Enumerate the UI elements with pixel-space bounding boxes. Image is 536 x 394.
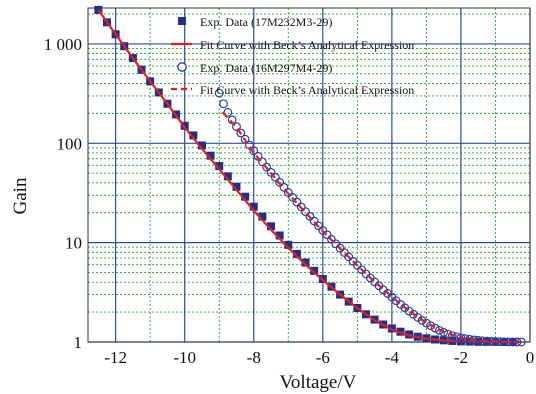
data-point-circle [219,99,228,109]
data-point-square [301,258,310,267]
data-point-circle [422,318,431,328]
data-point-circle [447,331,457,340]
fit-curve-dashed [221,111,522,344]
x-tick-label: -10 [173,348,196,367]
data-point-square [206,151,215,160]
data-point-square [275,231,284,240]
data-point-circle [240,134,250,144]
y-tick-label: 1 000 [44,35,82,54]
data-point-circle [439,327,449,337]
data-point-circle [232,122,241,132]
x-tick-label: -12 [104,348,127,367]
series-4 [221,111,522,344]
tick-labels: -12 -10 -8 -6 -4 -2 0 1 10 100 1 000 [44,35,535,367]
data-point-square [223,172,232,181]
data-point-square [267,222,276,231]
x-tick-label: -4 [385,348,400,367]
legend-label-series-4: Fit Curve with Beck’s Analytical Express… [200,83,414,97]
series-2 [97,9,513,344]
x-tick-label: -6 [316,348,330,367]
data-point-circle [288,192,297,202]
data-point-square [284,240,293,249]
data-point-circle [275,177,285,187]
x-axis-title: Voltage/V [280,372,357,393]
y-tick-label: 100 [57,134,83,153]
data-point-square [241,192,250,201]
data-point-square [310,266,319,275]
data-point-circle [512,337,522,347]
data-point-circle [279,182,289,192]
y-tick-label: 1 [74,333,83,352]
data-point-circle [283,188,293,197]
plot-frame [87,7,531,343]
legend-label-series-2: Fit Curve with Beck’s Analytical Express… [200,38,414,52]
x-tick-label: 0 [526,348,535,367]
data-point-square [258,212,267,221]
data-point-circle [236,128,246,138]
legend-marker-open-circle [177,62,187,72]
data-point-circle [426,321,436,331]
data-point-circle [491,337,500,346]
y-axis-title: Gain [10,177,31,214]
legend-label-series-1: Exp. Data (17M232M3-29) [200,15,332,29]
data-point-circle [253,151,263,161]
data-point-circle [266,167,276,177]
x-tick-label: -2 [454,348,468,367]
series-layer [94,5,526,347]
data-point-circle [262,162,272,172]
data-point-square [189,131,198,140]
data-point-square [292,249,301,258]
data-point-square [197,141,206,150]
data-point-square [387,324,396,333]
data-point-circle [292,197,302,207]
data-point-circle [417,315,427,325]
data-point-square [249,202,258,211]
legend-label-series-3: Exp. Data (16M297M4-29) [200,61,332,75]
data-point-circle [305,211,315,221]
x-tick-label: -8 [247,348,261,367]
data-point-circle [309,216,319,226]
data-point-circle [434,325,444,335]
data-point-circle [249,146,259,156]
data-point-circle [430,323,440,333]
legend-marker-filled-square [178,17,186,25]
data-point-circle [245,140,254,150]
data-point-circle [270,172,280,182]
data-point-circle [214,88,224,98]
fit-curve-solid [97,9,513,344]
data-point-circle [301,207,310,217]
data-point-square [215,162,224,171]
data-point-circle [296,202,306,212]
y-tick-label: 10 [65,234,82,253]
data-point-circle [257,157,267,167]
legend: Exp. Data (17M232M3-29) Fit Curve with B… [171,15,414,97]
data-point-square [232,182,241,191]
data-point-square [94,5,103,14]
grid [88,8,531,343]
